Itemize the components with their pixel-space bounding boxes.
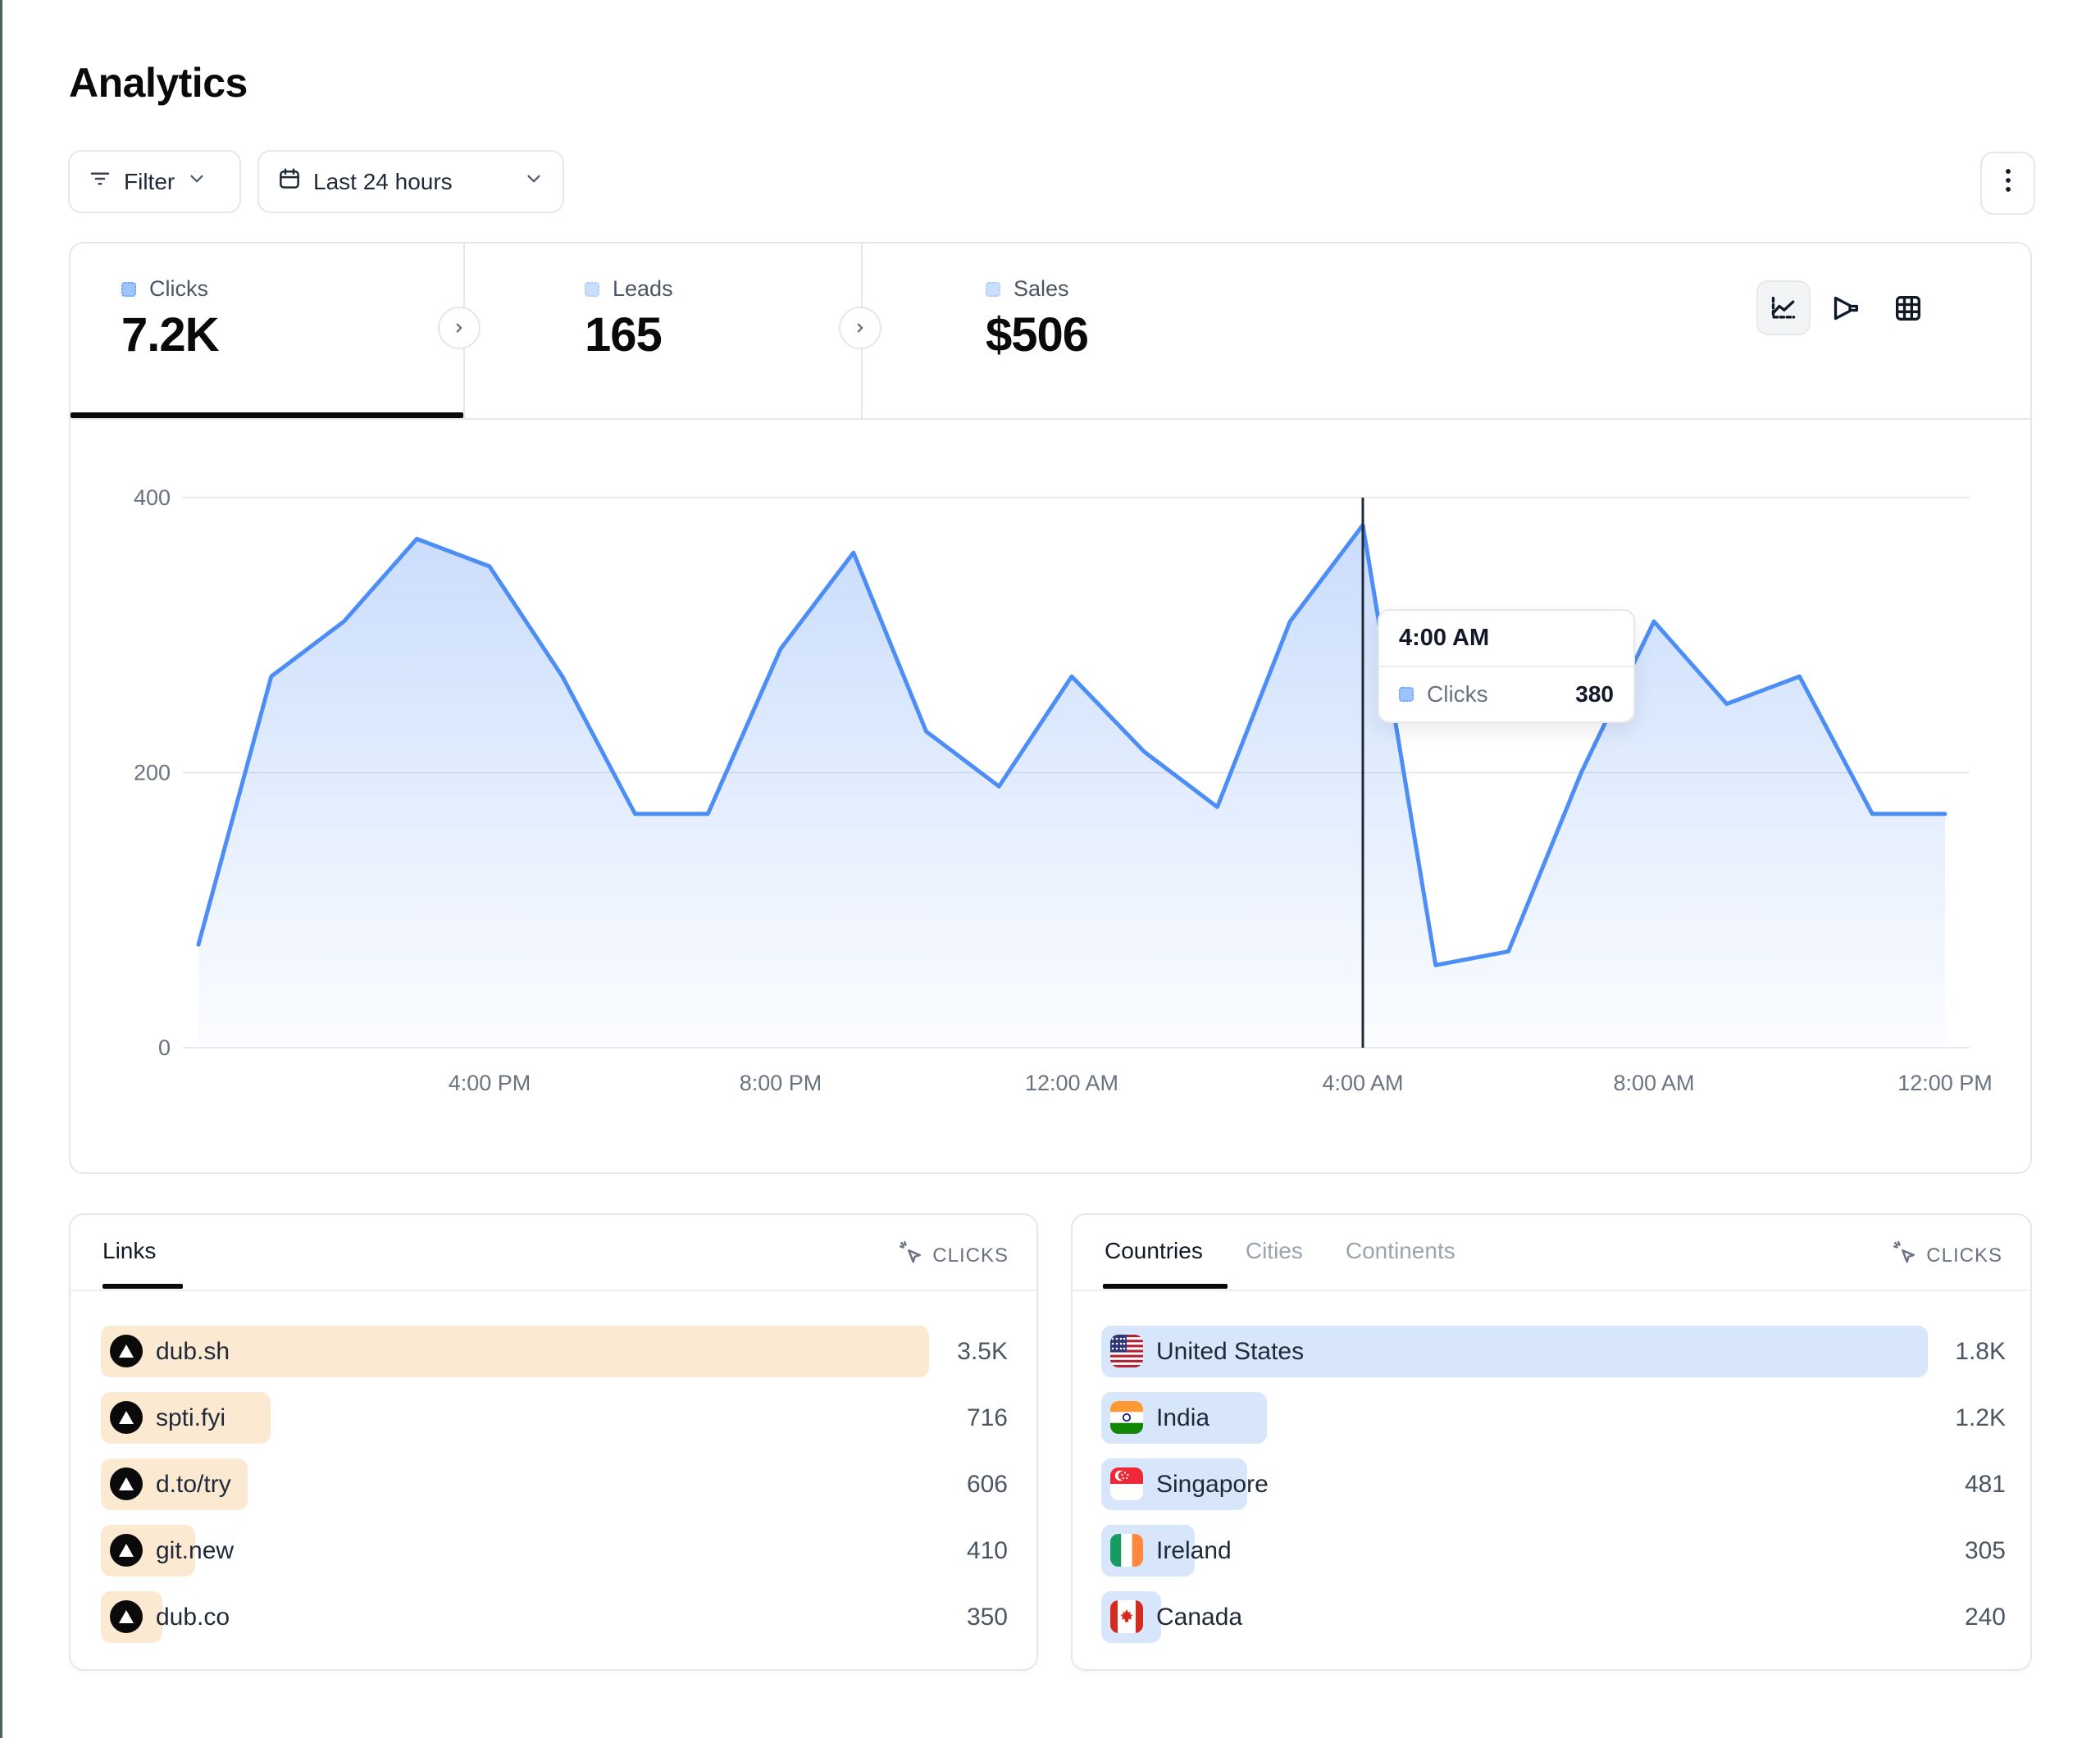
sales-value: $506: [986, 308, 1089, 362]
link-row[interactable]: dub.sh 3.5K: [101, 1326, 1008, 1377]
table-grid-icon[interactable]: [1881, 280, 1935, 335]
country-row-label: India: [1156, 1404, 1210, 1431]
link-row-label: dub.co: [156, 1603, 230, 1631]
expand-leads-button[interactable]: [438, 307, 481, 349]
tab-clicks-label: Clicks: [149, 276, 208, 301]
ca-flag-icon: [1110, 1600, 1143, 1633]
link-row-clicks-value: 606: [966, 1470, 1008, 1498]
metric-tabstrip: Clicks 7.2K Leads 165 Sales $506: [71, 243, 2030, 420]
country-row[interactable]: Singapore 481: [1101, 1458, 2006, 1510]
dub-favicon: [110, 1534, 143, 1567]
clicks-bar: [1101, 1326, 1928, 1377]
chevron-down-icon: [186, 168, 207, 195]
tab-leads-label: Leads: [613, 276, 673, 301]
link-row-label: dub.sh: [156, 1337, 230, 1365]
tab-continents[interactable]: Continents: [1345, 1238, 1455, 1263]
clicks-value: 7.2K: [121, 308, 220, 362]
link-row-label: spti.fyi: [156, 1404, 226, 1431]
country-row[interactable]: United States 1.8K: [1101, 1326, 2006, 1377]
more-options-button[interactable]: [1980, 152, 2035, 215]
screen-left-edge: [0, 0, 2, 1738]
kebab-menu-icon: [1996, 166, 2020, 200]
date-range-button[interactable]: Last 24 hours: [257, 150, 564, 213]
country-row-clicks-value: 481: [1964, 1470, 2006, 1498]
cursor-click-icon: [1892, 1240, 1918, 1272]
country-row-clicks-value: 1.2K: [1955, 1404, 2006, 1431]
line-chart-icon[interactable]: [1756, 280, 1811, 335]
links-panel-header: Links CLICKS: [71, 1215, 1036, 1291]
ie-flag-icon: [1110, 1534, 1143, 1567]
countries-metric-label: CLICKS: [1926, 1244, 2002, 1267]
country-row[interactable]: Canada 240: [1101, 1591, 2006, 1643]
chart-tooltip: 4:00 AM Clicks 380: [1378, 609, 1635, 723]
cursor-click-icon: [898, 1240, 924, 1272]
countries-metric-header[interactable]: CLICKS: [1892, 1240, 2002, 1272]
link-row-clicks-value: 716: [966, 1404, 1008, 1431]
link-row-clicks-value: 410: [966, 1536, 1008, 1564]
country-row-clicks-value: 240: [1964, 1603, 2006, 1631]
tooltip-series-label: Clicks: [1427, 681, 1488, 707]
filter-button-label: Filter: [124, 168, 175, 194]
page-title: Analytics: [69, 60, 248, 106]
chevron-down-icon: [523, 168, 544, 195]
active-tab-underline: [71, 412, 463, 418]
country-row[interactable]: Ireland 305: [1101, 1525, 2006, 1576]
countries-panel-header: Countries Cities Continents CLICKS: [1073, 1215, 2030, 1291]
link-row-clicks-value: 3.5K: [957, 1337, 1008, 1365]
tab-leads[interactable]: Leads 165: [463, 243, 861, 420]
clicks-bar: [101, 1326, 929, 1377]
link-row[interactable]: git.new 410: [101, 1525, 1008, 1576]
clicks-legend-square: [1399, 687, 1414, 702]
dub-favicon: [110, 1600, 143, 1633]
filter-lines-icon: [88, 166, 112, 197]
country-row-label: United States: [1156, 1337, 1305, 1365]
in-flag-icon: [1110, 1401, 1143, 1434]
country-row-label: Singapore: [1156, 1470, 1269, 1498]
expand-sales-button[interactable]: [839, 307, 881, 349]
link-row[interactable]: d.to/try 606: [101, 1458, 1008, 1510]
tab-cities[interactable]: Cities: [1245, 1238, 1303, 1263]
link-row-label: git.new: [156, 1536, 235, 1564]
country-row-label: Ireland: [1156, 1536, 1232, 1564]
countries-tab-underline: [1103, 1284, 1228, 1289]
filter-button[interactable]: Filter: [68, 150, 241, 213]
country-row[interactable]: India 1.2K: [1101, 1392, 2006, 1444]
tab-countries[interactable]: Countries: [1105, 1238, 1203, 1263]
link-row[interactable]: spti.fyi 716: [101, 1392, 1008, 1444]
dub-favicon: [110, 1335, 143, 1367]
dub-favicon: [110, 1401, 143, 1434]
chart-type-toggle: [1756, 280, 1935, 335]
calendar-icon: [277, 166, 302, 197]
links-metric-label: CLICKS: [932, 1244, 1009, 1267]
leads-legend-square: [585, 281, 599, 297]
analytics-card: Clicks 7.2K Leads 165 Sales $506: [69, 242, 2032, 1174]
us-flag-icon: [1110, 1335, 1143, 1367]
tooltip-value: 380: [1575, 681, 1614, 707]
tab-clicks[interactable]: Clicks 7.2K: [71, 243, 463, 420]
clicks-legend-square: [121, 281, 136, 297]
sg-flag-icon: [1110, 1467, 1143, 1500]
links-tab-underline: [102, 1284, 183, 1289]
link-row-label: d.to/try: [156, 1470, 231, 1498]
tab-sales[interactable]: Sales $506: [861, 243, 1353, 420]
country-row-label: Canada: [1156, 1603, 1243, 1631]
tab-links[interactable]: Links: [102, 1238, 157, 1263]
country-row-clicks-value: 1.8K: [1955, 1337, 2006, 1365]
date-range-label: Last 24 hours: [313, 168, 453, 194]
country-row-clicks-value: 305: [1964, 1536, 2006, 1564]
leads-value: 165: [585, 308, 663, 362]
tab-sales-label: Sales: [1014, 276, 1069, 301]
links-metric-header[interactable]: CLICKS: [898, 1240, 1009, 1272]
tooltip-time: 4:00 AM: [1379, 611, 1633, 667]
funnel-chart-icon[interactable]: [1819, 280, 1873, 335]
link-row-clicks-value: 350: [966, 1603, 1008, 1631]
link-row[interactable]: dub.co 350: [101, 1591, 1008, 1643]
dub-favicon: [110, 1467, 143, 1500]
sales-legend-square: [986, 281, 1000, 297]
